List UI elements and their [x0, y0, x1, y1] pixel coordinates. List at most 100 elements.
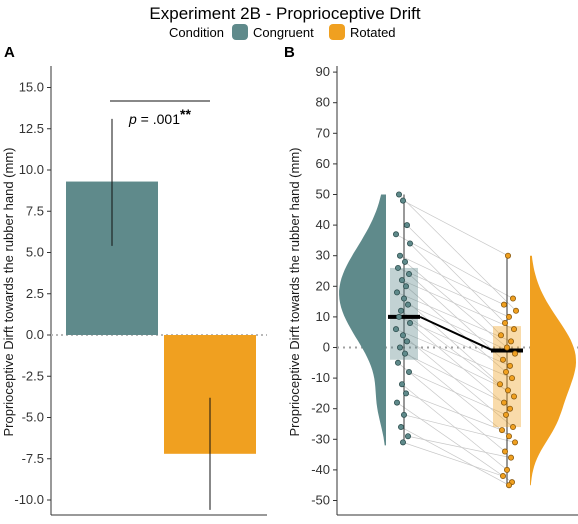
- panel-a-y-tick-label: 12.5: [19, 121, 44, 136]
- point-rotated: [509, 295, 516, 302]
- paired-line: [397, 267, 510, 318]
- point-congruent: [401, 350, 408, 357]
- paired-line: [406, 341, 509, 391]
- panel-a-y-tick-label: -7.5: [22, 451, 44, 466]
- legend-label-congruent: Congruent: [253, 25, 314, 40]
- paired-line: [395, 233, 514, 299]
- paired-line: [396, 402, 513, 483]
- paired-line: [399, 255, 505, 305]
- paired-line: [397, 362, 506, 452]
- point-congruent: [398, 381, 405, 388]
- point-congruent: [393, 399, 400, 406]
- point-rotated: [497, 332, 504, 339]
- point-rotated: [500, 301, 507, 308]
- point-rotated: [500, 399, 507, 406]
- paired-line: [402, 442, 504, 477]
- panel-a-y-tick-label: 5.0: [26, 245, 44, 260]
- paired-line: [405, 393, 503, 431]
- legend-label-rotated: Rotated: [350, 25, 396, 40]
- paired-line: [402, 200, 509, 257]
- point-rotated: [503, 466, 510, 473]
- figure-title: Experiment 2B - Proprioceptive Drift: [149, 4, 420, 23]
- point-congruent: [396, 252, 403, 259]
- legend-key-congruent: [232, 24, 248, 40]
- point-congruent: [406, 240, 413, 247]
- point-rotated: [507, 454, 514, 461]
- panel-b-y-tick-label: 90: [316, 64, 330, 79]
- point-rotated: [501, 448, 508, 455]
- panel-a-y-tick-label: 10.0: [19, 162, 44, 177]
- paired-line: [401, 279, 515, 330]
- point-rotated: [502, 411, 509, 418]
- panel-b-tag: B: [284, 44, 295, 61]
- panel-b-y-tick-label: -10: [311, 370, 330, 385]
- point-congruent: [392, 231, 399, 238]
- point-congruent: [403, 222, 410, 229]
- panel-b-y-tick-label: 20: [316, 278, 330, 293]
- significance-stars: **: [180, 106, 191, 122]
- point-rotated: [505, 433, 512, 440]
- point-congruent: [400, 295, 407, 302]
- paired-line: [408, 371, 507, 416]
- point-congruent: [394, 264, 401, 271]
- point-congruent: [394, 359, 401, 366]
- panel-b-y-tick-label: -50: [311, 493, 330, 508]
- point-rotated: [510, 393, 517, 400]
- paired-line: [403, 298, 501, 385]
- point-congruent: [403, 338, 410, 345]
- mean-connector: [419, 315, 494, 352]
- paired-line: [400, 310, 515, 397]
- point-rotated: [507, 338, 514, 345]
- point-congruent: [399, 332, 406, 339]
- panel-b-y-tick-label: 10: [316, 309, 330, 324]
- point-congruent: [395, 191, 402, 198]
- paired-line: [400, 426, 510, 486]
- paired-line: [407, 435, 512, 459]
- point-congruent: [401, 258, 408, 265]
- point-rotated: [506, 362, 513, 369]
- p-symbol: p: [128, 111, 137, 127]
- legend-key-rotated: [329, 24, 345, 40]
- panel-a-chart: Proprioceptive Dirft towards the rubber …: [1, 66, 267, 516]
- paired-line: [409, 322, 511, 409]
- point-rotated: [506, 405, 513, 412]
- panel-b-y-tick-label: 80: [316, 95, 330, 110]
- point-rotated: [512, 350, 519, 357]
- paired-line: [398, 316, 511, 367]
- panel-a-tag: A: [4, 44, 15, 61]
- point-congruent: [399, 197, 406, 204]
- panel-b-y-tick-label: 60: [316, 156, 330, 171]
- paired-line: [395, 328, 513, 379]
- point-congruent: [398, 277, 405, 284]
- point-rotated: [509, 424, 516, 431]
- point-congruent: [400, 411, 407, 418]
- violin-rotated: [530, 255, 576, 486]
- paired-line: [408, 273, 504, 360]
- point-rotated: [512, 439, 519, 446]
- violin-congruent: [339, 194, 386, 446]
- panel-b-y-tick-label: 50: [316, 187, 330, 202]
- point-rotated: [508, 375, 515, 382]
- panel-b-y-tick-label: 0: [323, 340, 330, 355]
- point-rotated: [504, 387, 511, 394]
- panel-b-y-tick-label: -20: [311, 401, 330, 416]
- point-rotated: [502, 368, 509, 375]
- panel-b-chart: Proprioceptive Dirft towards the rubber …: [287, 64, 578, 516]
- significance-label: p = .001**: [128, 106, 191, 127]
- point-rotated: [501, 320, 508, 327]
- panel-b-y-tick-label: 30: [316, 248, 330, 263]
- paired-line: [398, 194, 517, 312]
- point-congruent: [405, 368, 412, 375]
- paired-line: [396, 292, 512, 342]
- point-congruent: [404, 433, 411, 440]
- panel-a-y-tick-label: 15.0: [19, 80, 44, 95]
- panel-a-y-label: Proprioceptive Dirft towards the rubber …: [1, 147, 16, 436]
- point-congruent: [395, 313, 402, 320]
- point-congruent: [404, 301, 411, 308]
- point-congruent: [402, 390, 409, 397]
- point-congruent: [399, 439, 406, 446]
- panel-b-y-tick-label: -30: [311, 431, 330, 446]
- paired-line: [407, 304, 516, 354]
- panel-a-y-tick-label: 2.5: [26, 286, 44, 301]
